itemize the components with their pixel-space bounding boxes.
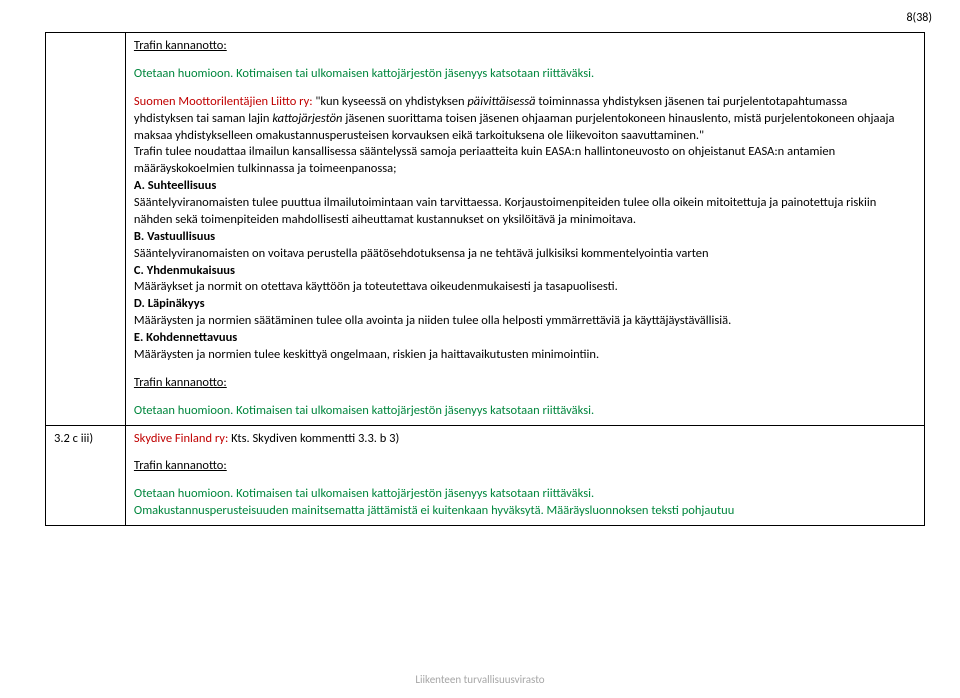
section-e-text: Määräysten ja normien tulee keskittyä on… [134,347,916,364]
trafin-heading: Trafin kannanotto: [134,458,916,475]
trafin-heading: Trafin kannanotto: [134,375,916,392]
table-row: Trafin kannanotto: Otetaan huomioon. Kot… [46,33,925,426]
content-table: Trafin kannanotto: Otetaan huomioon. Kot… [45,32,925,526]
response-text: Otetaan huomioon. Kotimaisen tai ulkomai… [134,403,916,420]
section-e-label: E. Kohdennettavuus [134,330,916,347]
trafin-heading: Trafin kannanotto: [134,38,916,55]
cell-left-2: 3.2 c iii) [46,425,126,526]
section-a-label: A. Suhteellisuus [134,178,916,195]
body-text: Kts. Skydiven kommentti 3.3. b 3) [228,431,399,446]
org-label: Suomen Moottorilentäjien Liitto ry: [134,94,313,109]
body-text: "kun kyseessä on yhdistyksen [313,94,468,109]
section-b-text: Sääntelyviranomaisten on voitava peruste… [134,246,916,263]
section-c-text: Määräykset ja normit on otettava käyttöö… [134,279,916,296]
section-d-label: D. Läpinäkyys [134,296,916,313]
response-text: Otetaan huomioon. Kotimaisen tai ulkomai… [134,486,916,503]
body-text: Trafin tulee noudattaa ilmailun kansalli… [134,144,916,178]
section-d-text: Määräysten ja normien säätäminen tulee o… [134,313,916,330]
table-row: 3.2 c iii) Skydive Finland ry: Kts. Skyd… [46,425,925,526]
org-label: Skydive Finland ry: [134,431,228,446]
cell-left-1 [46,33,126,426]
body-text: yhdistyksen tai saman lajin [134,111,272,126]
body-text: yhdistyksen tai saman lajin kattojärjest… [134,111,916,145]
italic-text: päivittäisessä [467,94,535,109]
page-number: 8(38) [906,10,932,26]
response-text: Omakustannusperusteisuuden mainitsematta… [134,503,916,520]
response-text: Otetaan huomioon. Kotimaisen tai ulkomai… [134,66,916,83]
italic-text: kattojärjestön [272,111,342,126]
body-text: toiminnassa yhdistyksen jäsenen tai purj… [536,94,848,109]
section-a-text: Sääntelyviranomaisten tulee puuttua ilma… [134,195,916,229]
skydive-line: Skydive Finland ry: Kts. Skydiven kommen… [134,431,916,448]
footer-text: Liikenteen turvallisuusvirasto [0,673,960,688]
section-b-label: B. Vastuullisuus [134,229,916,246]
section-c-label: C. Yhdenmukaisuus [134,263,916,280]
cell-right-2: Skydive Finland ry: Kts. Skydiven kommen… [125,425,924,526]
suomen-paragraph: Suomen Moottorilentäjien Liitto ry: "kun… [134,94,916,111]
cell-right-1: Trafin kannanotto: Otetaan huomioon. Kot… [125,33,924,426]
